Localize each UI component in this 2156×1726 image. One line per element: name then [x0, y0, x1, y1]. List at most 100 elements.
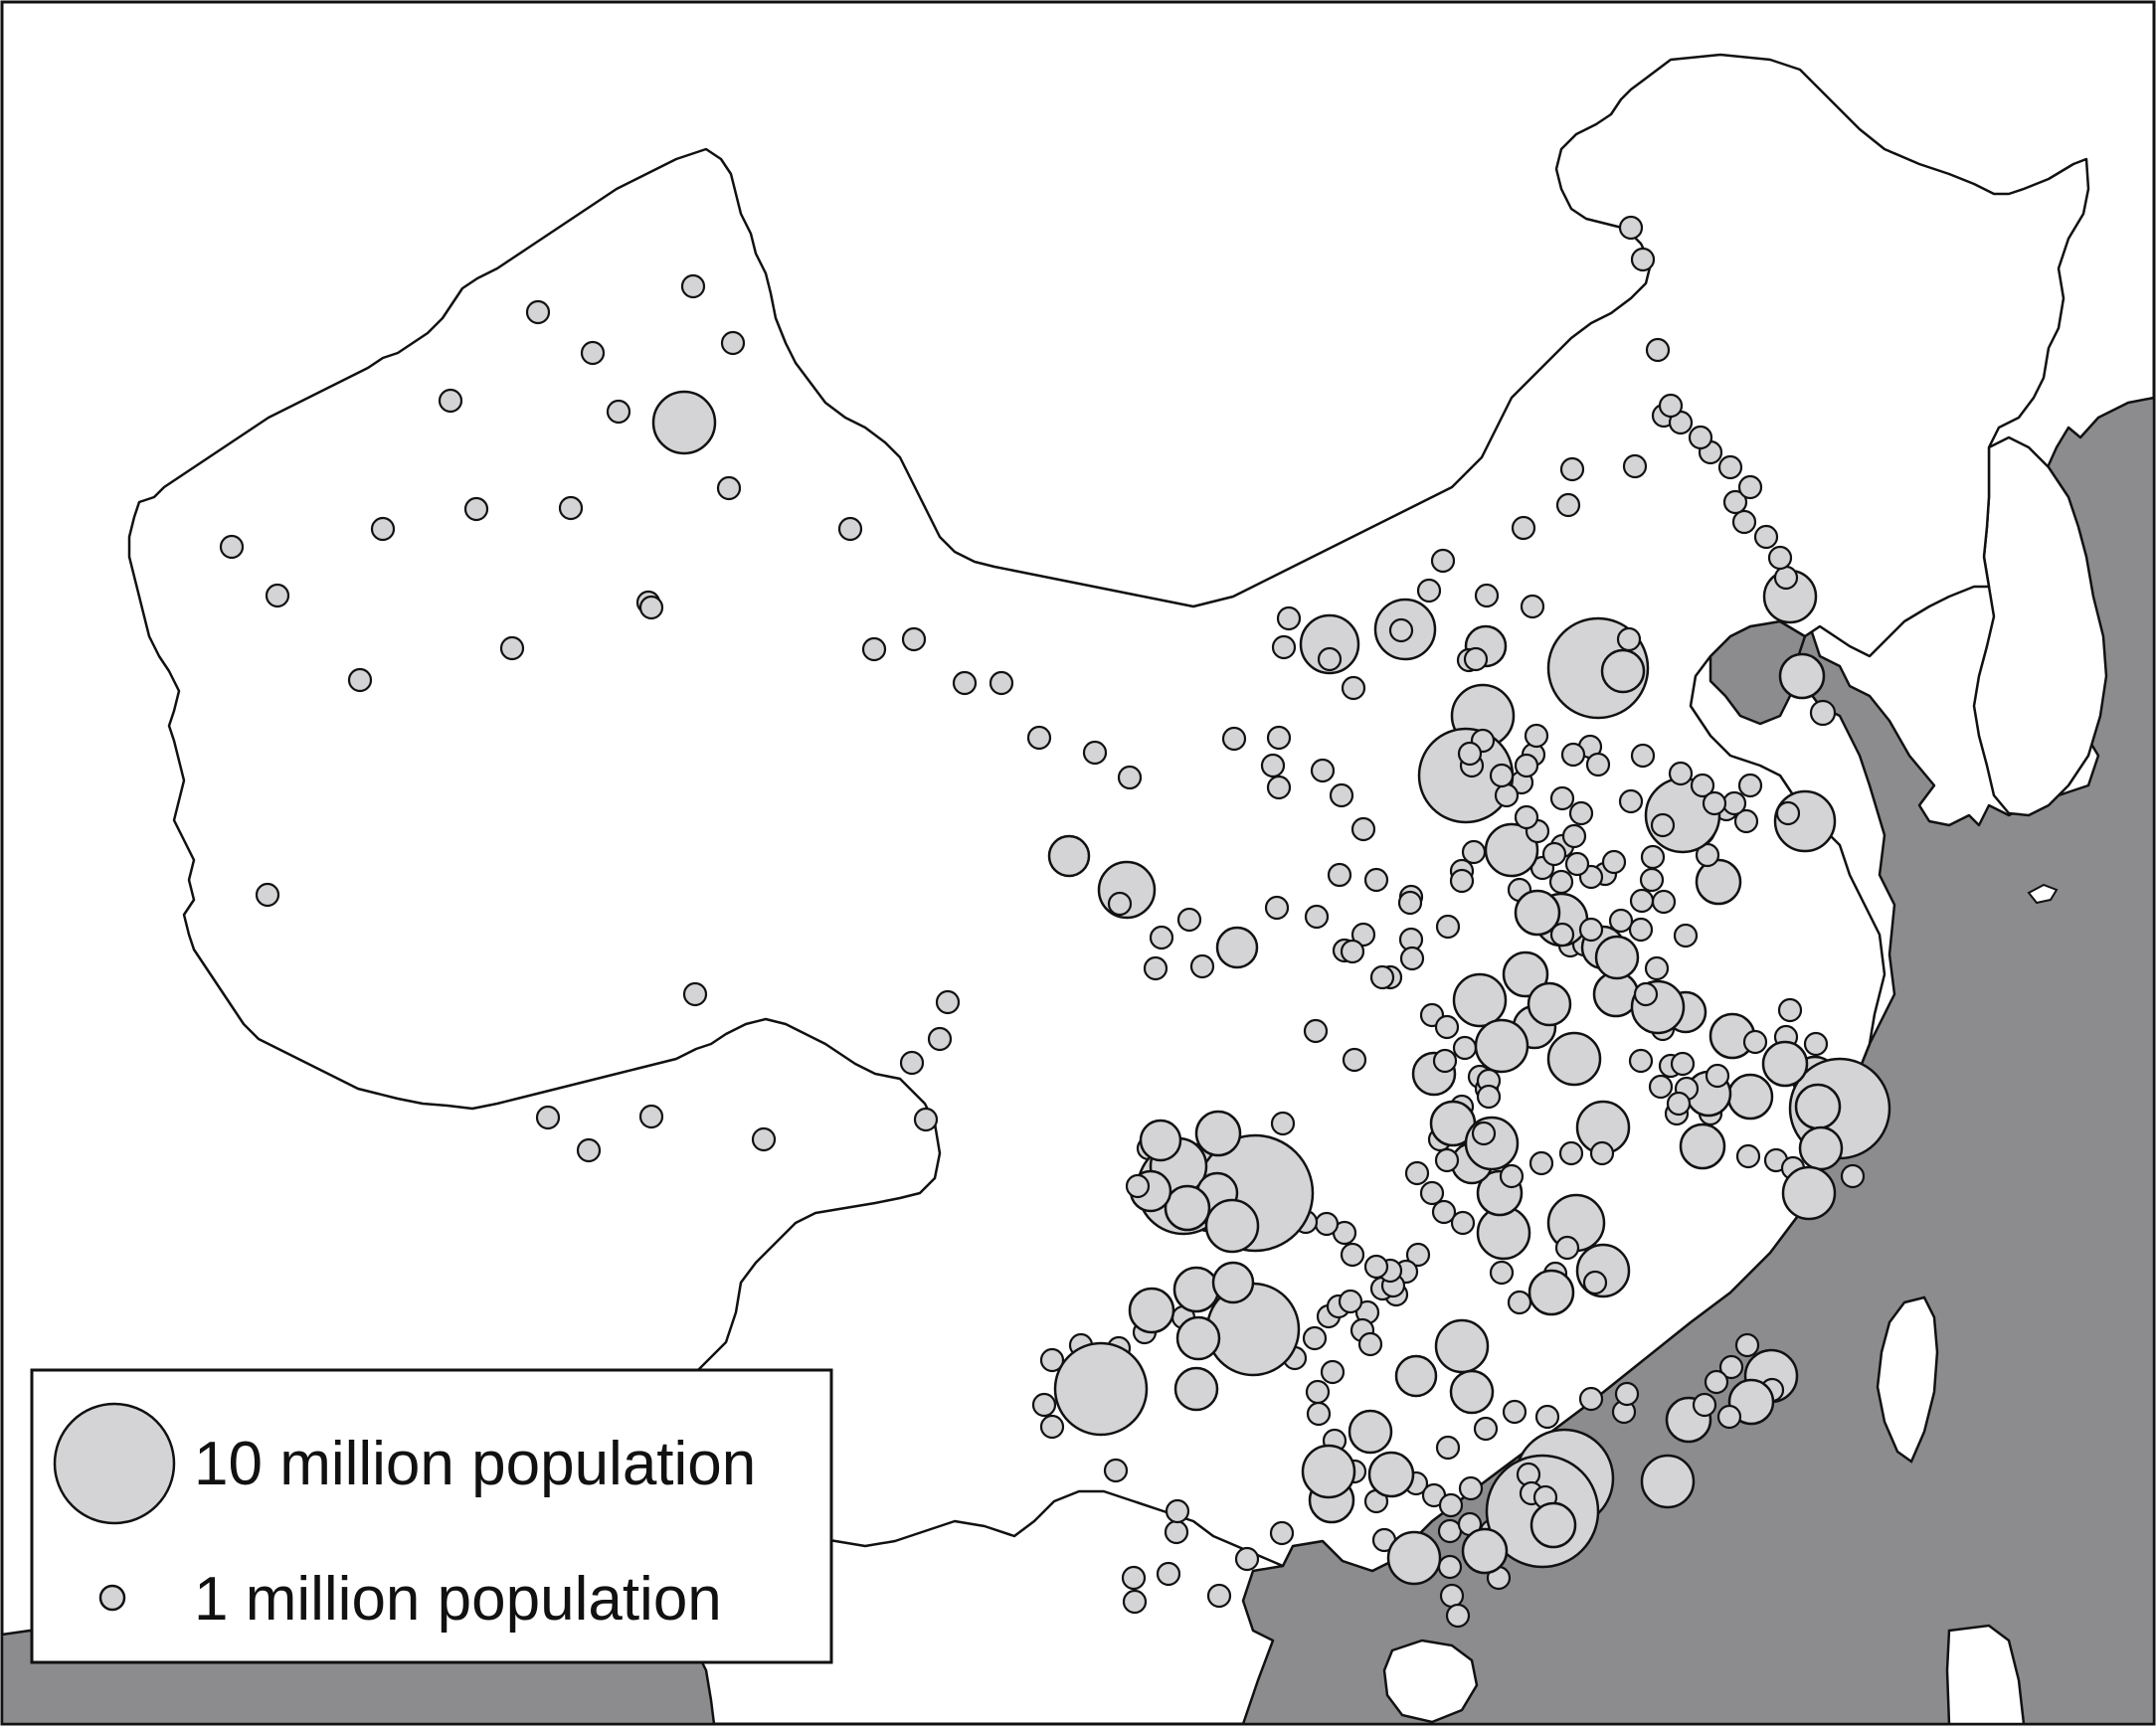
city-circle	[1031, 1392, 1057, 1418]
large-city-circle	[1172, 1266, 1220, 1313]
large-city-circle	[1128, 1287, 1175, 1334]
city-circle	[1717, 454, 1743, 480]
large-city-circle	[1695, 858, 1742, 906]
city-circle	[1082, 740, 1108, 766]
large-city-circle	[651, 390, 717, 455]
taiwan-island	[1876, 1295, 1939, 1464]
large-city-circle	[1600, 648, 1646, 694]
large-city-circle	[1794, 1083, 1842, 1130]
city-circle	[1121, 1565, 1147, 1591]
city-circle	[219, 534, 245, 560]
city-circle	[1628, 917, 1654, 943]
city-circle	[1363, 1254, 1389, 1280]
city-circle	[1502, 1399, 1527, 1425]
city-circle	[1473, 1416, 1499, 1442]
large-city-circle	[1348, 1409, 1393, 1455]
city-circle	[1735, 1143, 1761, 1169]
city-circle	[606, 399, 631, 425]
city-circle	[1206, 1583, 1232, 1609]
legend-small-circle	[98, 1584, 126, 1612]
city-circle	[1767, 545, 1793, 571]
city-circle	[1511, 515, 1536, 541]
city-circle	[1463, 646, 1489, 672]
city-circle	[1507, 1290, 1532, 1315]
city-circle	[1304, 904, 1330, 930]
large-city-circle	[1527, 981, 1572, 1027]
city-circle	[1548, 869, 1574, 895]
large-city-circle	[1047, 834, 1091, 878]
large-city-circle	[1386, 1530, 1442, 1586]
city-circle	[1622, 453, 1648, 479]
large-city-circle	[1527, 1269, 1575, 1316]
city-circle	[1419, 1180, 1445, 1206]
city-circle	[1690, 773, 1715, 798]
large-city-circle	[1194, 1110, 1242, 1157]
city-circle	[1474, 583, 1500, 608]
city-circle	[1560, 742, 1586, 768]
large-city-circle	[1640, 1454, 1696, 1509]
city-circle	[525, 299, 551, 325]
city-circle	[1404, 1160, 1430, 1186]
large-city-circle	[1204, 1198, 1260, 1254]
city-circle	[1645, 337, 1671, 363]
city-circle	[1608, 908, 1634, 934]
city-circle	[1628, 1048, 1654, 1074]
city-circle	[1149, 925, 1174, 950]
large-city-circle	[1594, 935, 1640, 980]
large-city-circle	[1761, 1040, 1809, 1088]
large-city-circle	[1474, 1018, 1529, 1074]
legend-large-label: 10 million population	[194, 1430, 757, 1498]
city-circle	[1489, 763, 1515, 788]
city-circle	[1520, 594, 1545, 619]
city-circle	[463, 496, 489, 522]
city-circle	[255, 882, 280, 908]
city-circle	[1439, 1583, 1465, 1609]
city-circle	[1327, 862, 1352, 888]
city-circle	[1437, 1518, 1463, 1544]
city-circle	[1722, 489, 1748, 515]
japan-islet	[2027, 883, 2059, 905]
city-circle	[1437, 1554, 1463, 1580]
city-circle	[1670, 1051, 1696, 1077]
city-circle	[535, 1105, 561, 1130]
city-circle	[1809, 699, 1837, 727]
city-circle	[1026, 725, 1052, 751]
city-circle	[899, 1050, 925, 1076]
city-circle	[1704, 1369, 1729, 1395]
city-circle	[1125, 1173, 1151, 1199]
large-city-circle	[1484, 822, 1539, 878]
city-circle	[1554, 1235, 1580, 1261]
city-circle	[1499, 1163, 1525, 1189]
city-circle	[680, 273, 706, 299]
city-circle	[1633, 981, 1659, 1007]
city-circle	[1640, 844, 1666, 870]
city-circle	[1458, 1475, 1484, 1501]
city-circle	[438, 388, 463, 414]
city-circle	[1452, 1035, 1478, 1061]
city-circle	[1266, 725, 1292, 751]
city-circle	[370, 516, 396, 542]
city-circle	[1716, 1404, 1742, 1430]
large-city-circle	[1394, 1354, 1438, 1398]
city-circle	[1734, 1332, 1760, 1358]
city-circle	[1666, 1091, 1692, 1117]
legend	[30, 1368, 833, 1664]
city-circle	[1578, 917, 1604, 943]
city-circle	[1648, 1074, 1674, 1100]
city-circle	[1639, 867, 1665, 893]
city-circle	[1416, 578, 1442, 604]
city-circle	[1122, 1589, 1148, 1615]
city-circle	[1276, 605, 1302, 631]
city-circle	[1103, 1458, 1129, 1483]
city-circle	[1340, 939, 1365, 964]
large-city-circle	[1301, 1444, 1356, 1499]
city-circle	[1270, 1111, 1296, 1136]
city-circle	[1320, 1359, 1346, 1385]
city-circle	[935, 989, 961, 1015]
large-city-circle	[1781, 1165, 1837, 1221]
large-city-circle	[1211, 1261, 1255, 1304]
city-circle	[1618, 788, 1644, 814]
city-circle	[1399, 946, 1425, 971]
city-circle	[1705, 1063, 1730, 1089]
large-city-circle	[1215, 926, 1259, 969]
